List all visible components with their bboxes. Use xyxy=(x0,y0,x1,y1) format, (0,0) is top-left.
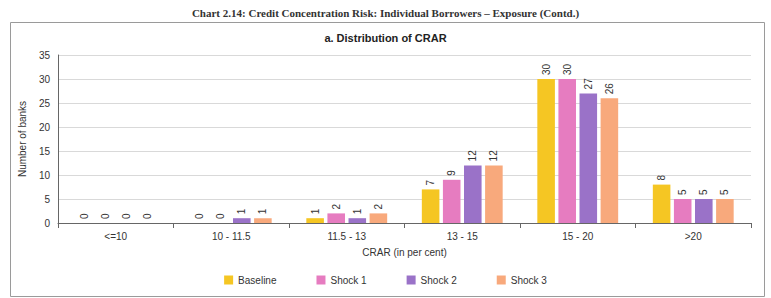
svg-text:0: 0 xyxy=(215,213,226,219)
svg-text:Shock 2: Shock 2 xyxy=(421,275,458,286)
svg-text:0: 0 xyxy=(44,218,50,229)
svg-text:Number of banks: Number of banks xyxy=(17,101,28,177)
svg-text:Chart 2.14: Credit Concentrati: Chart 2.14: Credit Concentration Risk: I… xyxy=(192,7,579,20)
svg-text:<=10: <=10 xyxy=(104,231,127,242)
svg-text:26: 26 xyxy=(604,83,615,95)
svg-text:2: 2 xyxy=(373,203,384,209)
svg-text:12: 12 xyxy=(467,150,478,162)
svg-text:7: 7 xyxy=(425,179,436,185)
svg-text:1: 1 xyxy=(257,208,268,214)
svg-text:Shock 3: Shock 3 xyxy=(511,275,548,286)
svg-text:15: 15 xyxy=(39,146,51,157)
svg-text:5: 5 xyxy=(677,189,688,195)
svg-text:a. Distribution of CRAR: a. Distribution of CRAR xyxy=(324,32,446,44)
svg-text:10: 10 xyxy=(39,170,51,181)
svg-text:30: 30 xyxy=(562,63,573,75)
svg-text:Shock 1: Shock 1 xyxy=(330,275,367,286)
svg-text:25: 25 xyxy=(39,98,51,109)
svg-text:>20: >20 xyxy=(685,231,702,242)
svg-text:30: 30 xyxy=(39,74,51,85)
svg-text:Baseline: Baseline xyxy=(238,275,277,286)
svg-text:13 - 15: 13 - 15 xyxy=(447,231,479,242)
svg-text:0: 0 xyxy=(121,213,132,219)
svg-text:5: 5 xyxy=(719,189,730,195)
svg-text:2: 2 xyxy=(331,203,342,209)
svg-text:5: 5 xyxy=(44,194,50,205)
svg-text:27: 27 xyxy=(583,78,594,90)
svg-text:1: 1 xyxy=(352,208,363,214)
svg-text:11.5 - 13: 11.5 - 13 xyxy=(327,231,366,242)
svg-text:CRAR (in per cent): CRAR (in per cent) xyxy=(362,247,446,258)
svg-text:20: 20 xyxy=(39,122,51,133)
svg-text:0: 0 xyxy=(194,213,205,219)
svg-text:1: 1 xyxy=(236,208,247,214)
svg-text:9: 9 xyxy=(446,170,457,176)
svg-text:10 - 11.5: 10 - 11.5 xyxy=(212,231,251,242)
svg-text:0: 0 xyxy=(100,213,111,219)
svg-text:5: 5 xyxy=(698,189,709,195)
svg-text:15 - 20: 15 - 20 xyxy=(562,231,594,242)
svg-text:35: 35 xyxy=(39,50,51,61)
svg-text:1: 1 xyxy=(310,208,321,214)
svg-text:12: 12 xyxy=(488,150,499,162)
svg-text:8: 8 xyxy=(656,175,667,181)
svg-text:30: 30 xyxy=(541,63,552,75)
svg-text:0: 0 xyxy=(142,213,153,219)
svg-text:0: 0 xyxy=(79,213,90,219)
